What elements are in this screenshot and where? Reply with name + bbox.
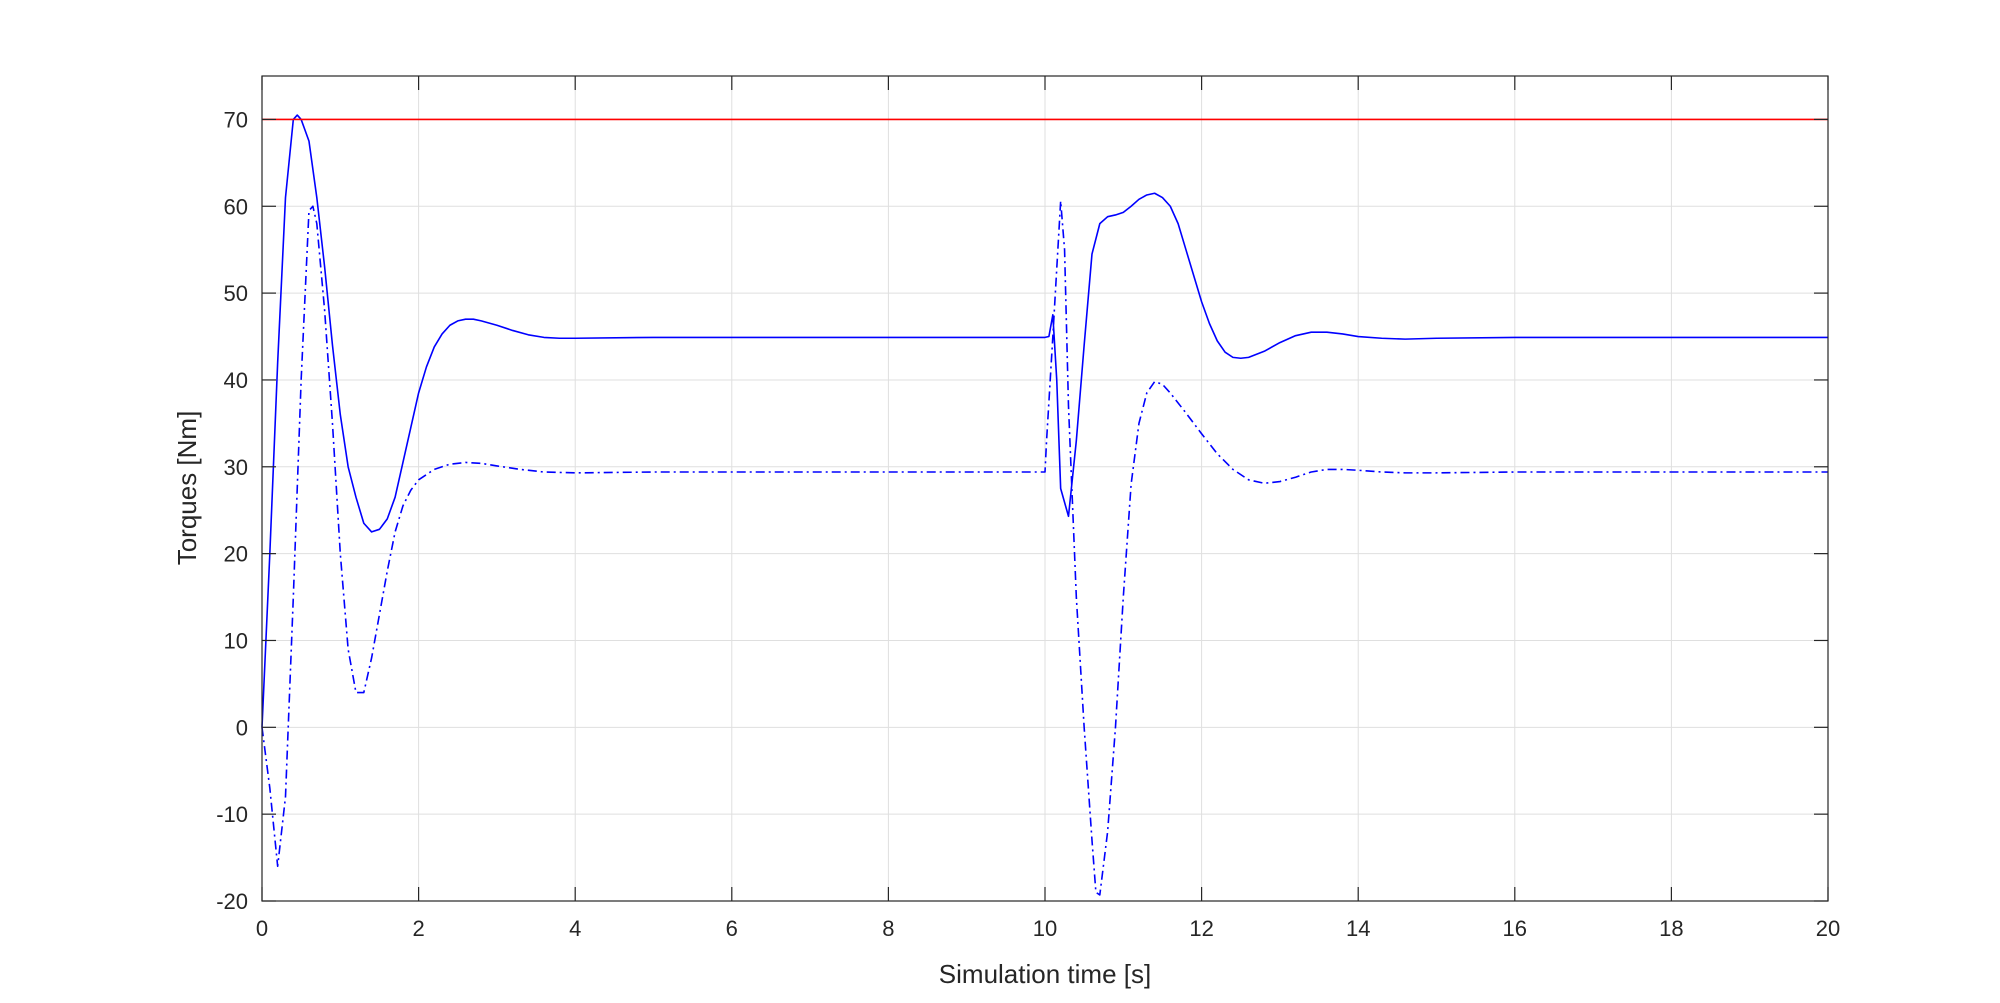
y-tick-label: 50: [224, 281, 248, 306]
y-tick-label: 10: [224, 628, 248, 653]
y-axis-title: Torques [Nm]: [172, 411, 202, 566]
dashdot-torque-line: [261, 200, 1828, 896]
solid-torque-line: [261, 114, 1828, 728]
x-tick-label: 12: [1189, 916, 1213, 941]
x-tick-label: 10: [1033, 916, 1057, 941]
y-tick-label: 20: [224, 542, 248, 567]
x-axis-title: Simulation time [s]: [939, 959, 1151, 989]
x-tick-label: 2: [412, 916, 424, 941]
x-tick-label: 0: [256, 916, 268, 941]
x-tick-label: 16: [1503, 916, 1527, 941]
x-tick-label: 20: [1816, 916, 1840, 941]
y-tick-label: 0: [236, 715, 248, 740]
y-tick-label: 30: [224, 455, 248, 480]
y-tick-label: 40: [224, 368, 248, 393]
x-tick-label: 4: [569, 916, 581, 941]
x-tick-label: 6: [726, 916, 738, 941]
series-layer: [261, 114, 1828, 896]
y-tick-label: 70: [224, 107, 248, 132]
y-tick-label: -20: [216, 889, 248, 914]
ticks: 0 2 4 6 8 10 12 14 16 18 20 -20 -10 0 10 20 30 40 50 60 70: [216, 76, 1840, 941]
x-tick-label: 8: [882, 916, 894, 941]
y-tick-label: -10: [216, 802, 248, 827]
y-tick-label: 60: [224, 194, 248, 219]
grid: [262, 76, 1828, 901]
x-tick-label: 14: [1346, 916, 1370, 941]
x-tick-label: 18: [1659, 916, 1683, 941]
